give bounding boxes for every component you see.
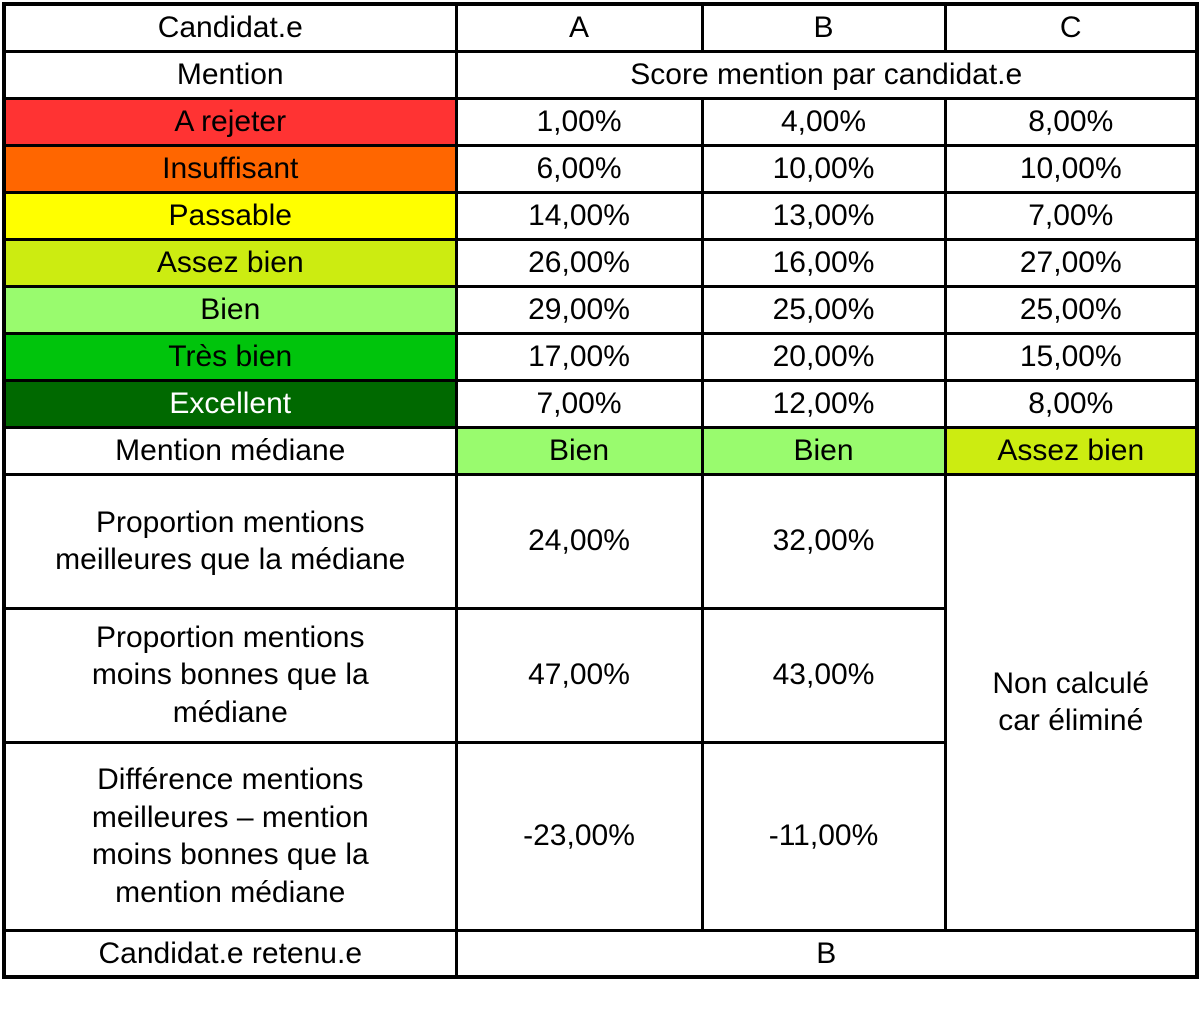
eliminated-note: Non calculé car éliminé: [943, 472, 1199, 932]
score-a-passable: 14,00%: [454, 190, 704, 241]
stat-difference-a: -23,00%: [454, 740, 704, 932]
score-a-bien: 29,00%: [454, 284, 704, 335]
score-b-insuffisant: 10,00%: [700, 143, 947, 194]
header-row: Candidat.e A B C: [2, 2, 1199, 53]
stat-label-worse: Proportion mentions moins bonnes que la …: [2, 606, 458, 744]
candidate-header-label: Candidat.e: [2, 2, 458, 53]
score-c-bien: 25,00%: [943, 284, 1199, 335]
winner-row: Candidat.e retenu.e B: [2, 928, 1199, 979]
mention-row-insuffisant: Insuffisant 6,00% 10,00% 10,00%: [2, 143, 1199, 194]
stat-row-worse: Proportion mentions moins bonnes que la …: [2, 606, 1197, 744]
mention-label-insuffisant: Insuffisant: [2, 143, 458, 194]
median-row-label: Mention médiane: [2, 425, 458, 476]
stat-better-a: 24,00%: [454, 472, 704, 610]
score-title: Score mention par candidat.e: [454, 49, 1199, 100]
score-b-passable: 13,00%: [700, 190, 947, 241]
mention-header-label: Mention: [2, 49, 458, 100]
candidate-c-header: C: [943, 2, 1199, 53]
candidate-b-header: B: [700, 2, 947, 53]
mention-label-tres-bien: Très bien: [2, 331, 458, 382]
stat-row-difference: Différence mentions meilleures – mention…: [2, 740, 1197, 932]
stat-row-better: Proportion mentions meilleures que la mé…: [2, 472, 1199, 932]
median-b: Bien: [700, 425, 947, 476]
mention-row-excellent: Excellent 7,00% 12,00% 8,00%: [2, 378, 1199, 429]
mention-row-tres-bien: Très bien 17,00% 20,00% 15,00%: [2, 331, 1199, 382]
stat-better-b: 32,00%: [700, 472, 947, 610]
score-a-insuffisant: 6,00%: [454, 143, 704, 194]
median-row: Mention médiane Bien Bien Assez bien: [2, 425, 1199, 476]
mention-label-excellent: Excellent: [2, 378, 458, 429]
stat-label-better: Proportion mentions meilleures que la mé…: [2, 472, 458, 610]
subheader-row: Mention Score mention par candidat.e: [2, 49, 1199, 100]
score-c-passable: 7,00%: [943, 190, 1199, 241]
median-c: Assez bien: [943, 425, 1199, 476]
score-b-bien: 25,00%: [700, 284, 947, 335]
score-c-excellent: 8,00%: [943, 378, 1199, 429]
score-c-a-rejeter: 8,00%: [943, 96, 1199, 147]
stat-worse-a: 47,00%: [454, 606, 704, 744]
mention-row-bien: Bien 29,00% 25,00% 25,00%: [2, 284, 1199, 335]
mention-row-a-rejeter: A rejeter 1,00% 4,00% 8,00%: [2, 96, 1199, 147]
mention-label-a-rejeter: A rejeter: [2, 96, 458, 147]
winner-value: B: [454, 928, 1199, 979]
stat-worse-b: 43,00%: [700, 606, 947, 744]
score-a-assez-bien: 26,00%: [454, 237, 704, 288]
score-c-assez-bien: 27,00%: [943, 237, 1199, 288]
mention-row-passable: Passable 14,00% 13,00% 7,00%: [2, 190, 1199, 241]
stat-difference-b: -11,00%: [700, 740, 947, 932]
mention-row-assez-bien: Assez bien 26,00% 16,00% 27,00%: [2, 237, 1199, 288]
mention-label-assez-bien: Assez bien: [2, 237, 458, 288]
score-b-assez-bien: 16,00%: [700, 237, 947, 288]
score-c-insuffisant: 10,00%: [943, 143, 1199, 194]
score-a-excellent: 7,00%: [454, 378, 704, 429]
score-a-tres-bien: 17,00%: [454, 331, 704, 382]
mention-label-passable: Passable: [2, 190, 458, 241]
score-a-a-rejeter: 1,00%: [454, 96, 704, 147]
stat-label-difference: Différence mentions meilleures – mention…: [2, 740, 458, 932]
score-b-tres-bien: 20,00%: [700, 331, 947, 382]
winner-row-label: Candidat.e retenu.e: [2, 928, 458, 979]
mention-label-bien: Bien: [2, 284, 458, 335]
median-a: Bien: [454, 425, 704, 476]
score-c-tres-bien: 15,00%: [943, 331, 1199, 382]
score-b-a-rejeter: 4,00%: [700, 96, 947, 147]
candidate-a-header: A: [454, 2, 704, 53]
score-b-excellent: 12,00%: [700, 378, 947, 429]
majority-judgment-table: Candidat.e A B C Mention Score mention p…: [2, 2, 1199, 979]
